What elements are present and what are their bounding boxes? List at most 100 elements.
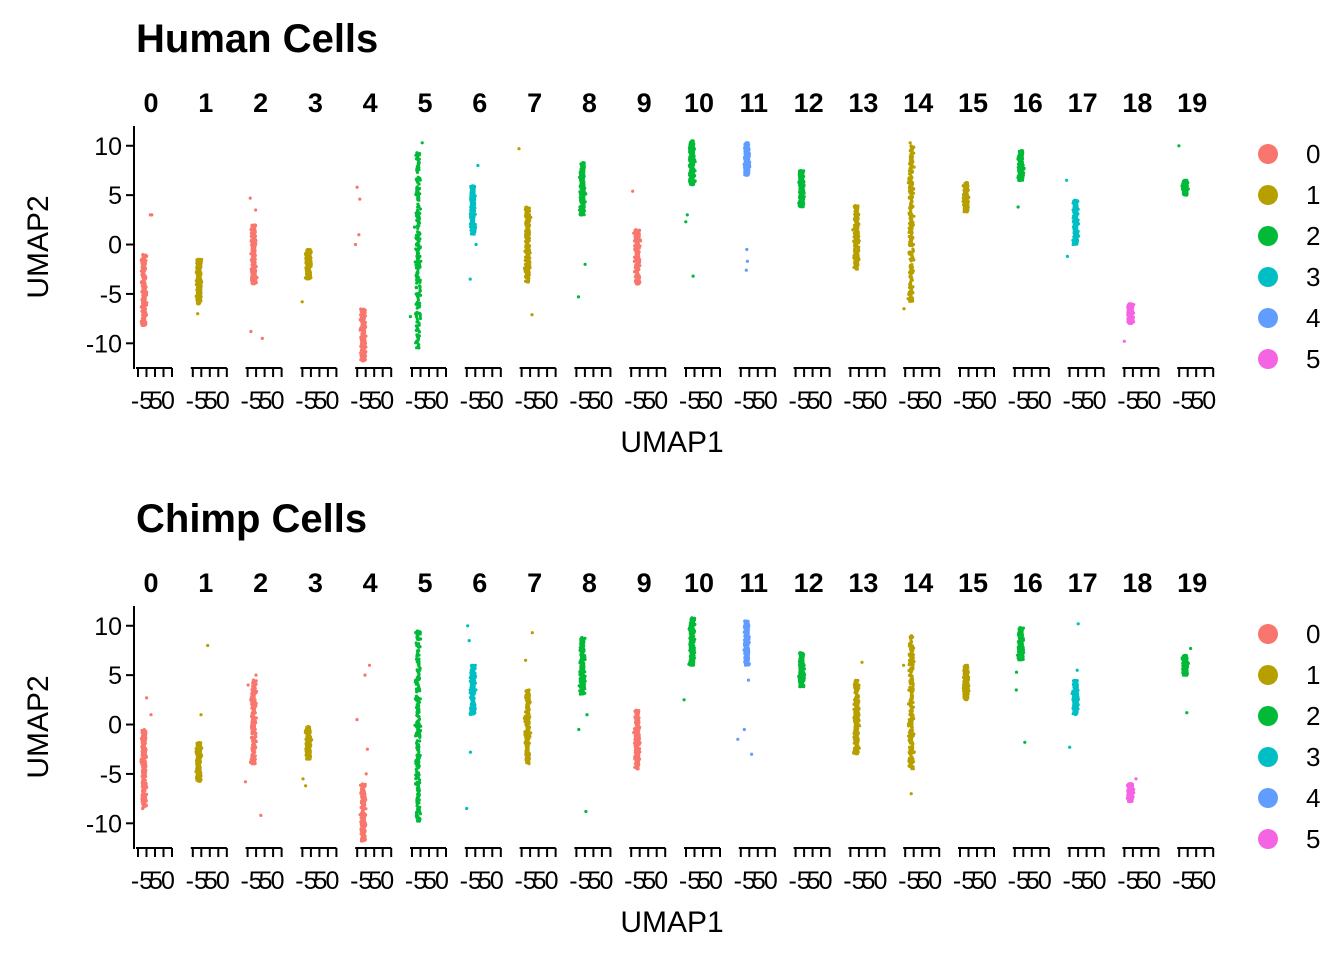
data-point bbox=[305, 254, 308, 257]
data-point bbox=[261, 337, 264, 340]
data-point bbox=[417, 303, 420, 306]
data-point bbox=[635, 267, 638, 270]
data-point bbox=[636, 275, 639, 278]
facet-7: 7 bbox=[517, 88, 555, 377]
data-point bbox=[582, 176, 585, 179]
data-point bbox=[144, 304, 147, 307]
data-point bbox=[413, 226, 416, 229]
facet-strip-label: 7 bbox=[527, 88, 542, 118]
data-point bbox=[686, 213, 689, 216]
data-point bbox=[582, 204, 585, 207]
data-point bbox=[415, 320, 418, 323]
data-point bbox=[746, 260, 749, 263]
data-point bbox=[855, 232, 858, 235]
data-point bbox=[1073, 199, 1076, 202]
data-point bbox=[638, 247, 641, 250]
data-point bbox=[301, 300, 304, 303]
data-point bbox=[911, 195, 914, 198]
facet-strip-label: 4 bbox=[363, 88, 378, 118]
data-point bbox=[965, 195, 968, 198]
y-tick-label: -5 bbox=[100, 281, 122, 309]
facet-strip-label: 13 bbox=[848, 88, 878, 118]
data-point bbox=[690, 148, 693, 151]
data-point bbox=[910, 147, 913, 150]
facet-strip-label: 3 bbox=[308, 88, 323, 118]
data-point bbox=[418, 255, 421, 258]
facet-14: 14 bbox=[902, 88, 939, 377]
data-point bbox=[910, 297, 913, 300]
data-point bbox=[854, 228, 857, 231]
facet-strip-label: 15 bbox=[958, 88, 988, 118]
data-point bbox=[527, 246, 530, 249]
cluster-points bbox=[1065, 179, 1080, 258]
data-point bbox=[416, 250, 419, 253]
data-point bbox=[362, 343, 365, 346]
data-point bbox=[251, 224, 254, 227]
data-point bbox=[855, 264, 858, 267]
data-point bbox=[472, 194, 475, 197]
data-point bbox=[526, 222, 529, 225]
data-point bbox=[692, 275, 695, 278]
data-point bbox=[579, 213, 582, 216]
data-point bbox=[419, 285, 422, 288]
data-point bbox=[855, 253, 858, 256]
data-point bbox=[364, 339, 367, 342]
data-point bbox=[416, 260, 419, 263]
facet-strip-label: 14 bbox=[903, 88, 933, 118]
data-point bbox=[416, 192, 419, 195]
data-point bbox=[198, 259, 201, 262]
data-point bbox=[965, 185, 968, 188]
data-point bbox=[639, 239, 642, 242]
data-point bbox=[631, 190, 634, 193]
data-point bbox=[1075, 231, 1078, 234]
data-point bbox=[196, 287, 199, 290]
cluster-points bbox=[1016, 149, 1025, 209]
data-point bbox=[252, 240, 255, 243]
data-point bbox=[409, 315, 412, 318]
y-tick-label: 0 bbox=[108, 232, 122, 260]
data-point bbox=[911, 250, 914, 253]
data-point bbox=[416, 171, 419, 174]
data-point bbox=[581, 168, 584, 171]
data-point bbox=[307, 260, 310, 263]
data-point bbox=[141, 304, 144, 307]
data-point bbox=[417, 161, 420, 164]
data-point bbox=[253, 249, 256, 252]
facet-strip-label: 6 bbox=[472, 88, 487, 118]
data-point bbox=[415, 179, 418, 182]
data-point bbox=[911, 255, 914, 258]
facet-strip-label: 11 bbox=[740, 88, 769, 118]
facet-strip-label: 8 bbox=[582, 88, 597, 118]
data-point bbox=[689, 176, 692, 179]
data-point bbox=[910, 220, 913, 223]
data-point bbox=[524, 263, 527, 266]
data-point bbox=[417, 198, 420, 201]
data-point bbox=[851, 228, 854, 231]
facet-strip-label: 17 bbox=[1068, 88, 1098, 118]
data-point bbox=[417, 312, 420, 315]
data-point bbox=[857, 213, 860, 216]
cluster-points bbox=[631, 190, 642, 286]
data-point bbox=[251, 258, 254, 261]
data-point bbox=[745, 248, 748, 251]
data-point bbox=[635, 259, 638, 262]
data-point bbox=[581, 197, 584, 200]
data-point bbox=[634, 243, 637, 246]
data-point bbox=[361, 329, 364, 332]
data-point bbox=[689, 183, 692, 186]
data-point bbox=[415, 275, 418, 278]
data-point bbox=[199, 274, 202, 277]
data-point bbox=[251, 267, 254, 270]
data-point bbox=[471, 207, 474, 210]
facet-strip-label: 5 bbox=[417, 88, 432, 118]
data-point bbox=[909, 274, 912, 277]
data-point bbox=[910, 232, 913, 235]
data-point bbox=[419, 317, 422, 320]
data-point bbox=[415, 324, 418, 327]
data-point bbox=[526, 273, 529, 276]
data-point bbox=[418, 262, 421, 265]
data-point bbox=[360, 308, 363, 311]
data-point bbox=[800, 170, 803, 173]
facet-strip-label: 12 bbox=[794, 88, 824, 118]
y-axis-label: UMAP2 bbox=[22, 195, 55, 298]
